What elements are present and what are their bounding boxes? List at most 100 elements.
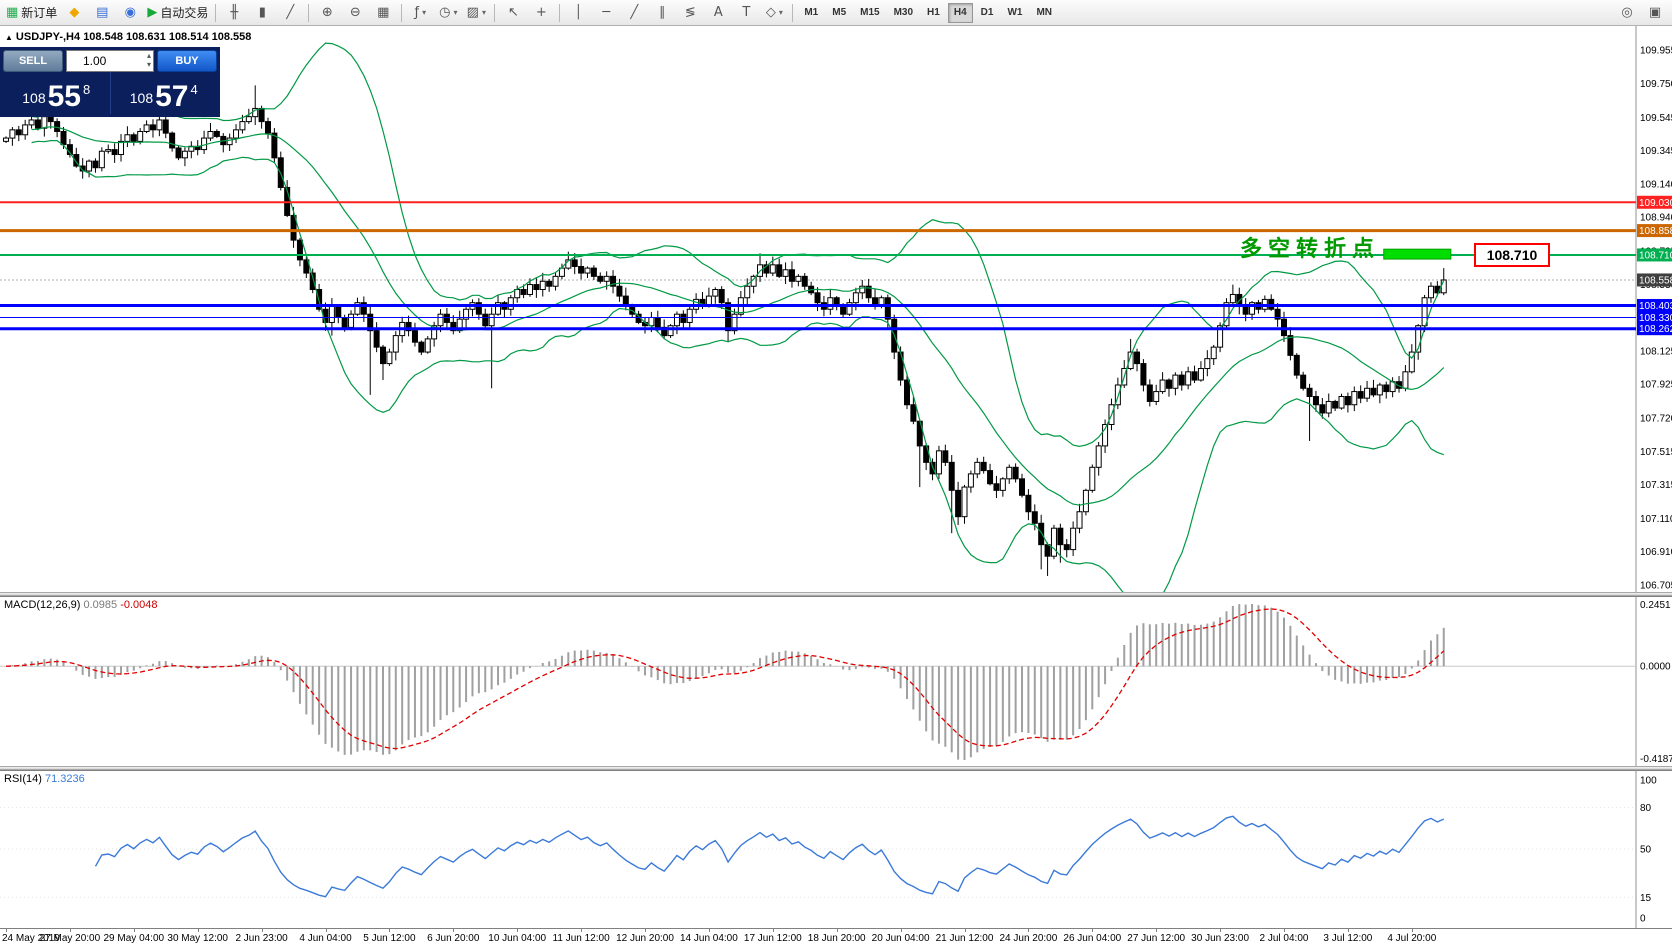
toolbar-separator [792, 3, 794, 22]
macd-chart-canvas[interactable]: 0.2451 0.0000 -0.4187 [0, 596, 1672, 766]
channel-button[interactable]: ∥ [648, 3, 676, 23]
candlestick-chart-button[interactable]: ▮ [248, 3, 276, 23]
toolbar-separator [308, 3, 310, 22]
time-tick [1028, 929, 1030, 932]
volume-input[interactable]: 1.00 ▴ ▾ [66, 50, 154, 72]
timeframe-d1[interactable]: D1 [980, 7, 994, 18]
timeframe-m15[interactable]: M15 [860, 7, 880, 18]
time-tick-label: 3 Jul 12:00 [1323, 933, 1373, 944]
price-callout-108710[interactable]: 108.710 [1474, 243, 1550, 267]
vertical-line-icon: │ [574, 5, 583, 20]
shapes-button[interactable]: ◇ ▾ [760, 3, 788, 23]
price-label-text: 108.330 [1639, 313, 1672, 324]
cursor-button[interactable]: ↖ [499, 3, 527, 23]
fibonacci-button[interactable]: ≶ [676, 3, 704, 23]
data-window-button[interactable]: ◉ [116, 3, 144, 23]
time-tick [645, 929, 646, 932]
timeframe-mn[interactable]: MN [1036, 7, 1052, 18]
time-tick [197, 929, 199, 932]
timeframe-h1[interactable]: H1 [927, 7, 940, 18]
time-tick-label: 2 Jun 23:00 [235, 933, 288, 944]
timeframe-m1[interactable]: M1 [804, 7, 819, 18]
zoom-in-button[interactable]: ⊕ [313, 3, 341, 23]
time-tick [708, 929, 710, 932]
timeframe-m30[interactable]: M30 [893, 7, 914, 18]
text-button[interactable]: A [704, 3, 732, 23]
volume-down-button[interactable]: ▾ [146, 60, 151, 69]
timeframe-m5[interactable]: M5 [832, 7, 847, 18]
volume-value: 1.00 [83, 54, 107, 68]
horizontal-line-button[interactable]: ─ [592, 3, 620, 23]
line-chart-button[interactable]: ╱ [276, 3, 304, 23]
search-button[interactable]: ◎ [1613, 3, 1641, 23]
rsi-axis[interactable]: 100 80 50 15 0 [1640, 776, 1657, 925]
rsi-tick-label: 0 [1640, 914, 1646, 925]
timeframe-h4[interactable]: H4 [947, 2, 973, 23]
new-order-button[interactable]: ▦ 新订单 [3, 3, 60, 23]
green-highlight-box[interactable] [1383, 248, 1452, 260]
rsi-tick-label: 15 [1640, 893, 1652, 904]
rsi-line [94, 815, 1445, 898]
full-screen-button[interactable]: ▣ [1641, 3, 1669, 23]
price-tick-label: 109.345 [1640, 146, 1672, 157]
zoom-out-button[interactable]: ⊖ [341, 3, 369, 23]
full-screen-icon: ▣ [1648, 5, 1662, 20]
time-tick-label: 30 Jun 23:00 [1191, 933, 1250, 944]
price-label-text: 108.858 [1639, 226, 1672, 237]
price-label-text: 108.403 [1639, 301, 1672, 312]
time-tick-label: 18 Jun 20:00 [807, 933, 866, 944]
macd-tick-label: 0.0000 [1640, 662, 1671, 673]
macd-tick-label: 0.2451 [1640, 600, 1671, 611]
chart-profiles-button[interactable]: ◆ [60, 3, 88, 23]
toolbar-separator [494, 3, 496, 22]
time-tick-label: 2 Jul 04:00 [1259, 933, 1309, 944]
rsi-tick-label: 50 [1640, 845, 1652, 856]
turning-point-annotation[interactable]: 多空转折点 [1239, 237, 1380, 262]
time-axis[interactable]: 24 May 2019 27 May 20:00 29 May 04:00 30 Ma… [0, 928, 1672, 947]
rsi-tick-label: 100 [1640, 776, 1657, 787]
macd-axis[interactable]: 0.2451 0.0000 -0.4187 [1640, 600, 1672, 765]
time-tick [900, 929, 902, 932]
toolbar-separator [215, 3, 217, 22]
zoom-out-icon: ⊖ [349, 5, 361, 20]
auto-trading-button[interactable]: ▶ 自动交易 [144, 3, 211, 23]
price-tick-label: 109.545 [1640, 113, 1672, 124]
volume-spinner: ▴ ▾ [147, 51, 151, 69]
vertical-line-button[interactable]: │ [564, 3, 592, 23]
time-tick-label: 30 May 12:00 [167, 933, 228, 944]
rsi-label: RSI(14) 71.3236 [4, 773, 85, 785]
templates-button[interactable]: ▨ ▾ [462, 3, 490, 23]
bollinger-upper-line [31, 42, 1445, 448]
macd-label: MACD(12,26,9) 0.0985 -0.0048 [4, 599, 158, 611]
tile-windows-button[interactable]: ▦ [369, 3, 397, 23]
price-label-text: 108.262 [1639, 324, 1672, 335]
macd-tick-label: -0.4187 [1640, 754, 1672, 765]
price-tick-label: 108.940 [1640, 213, 1672, 224]
sell-button[interactable]: SELL [3, 50, 63, 72]
bar-chart-button[interactable]: ╫ [220, 3, 248, 23]
main-chart-canvas[interactable]: 109.955 109.750 109.545 109.345 109.140 108.9… [0, 26, 1672, 592]
crosshair-button[interactable]: + [527, 3, 555, 23]
cursor-icon: ↖ [507, 5, 519, 20]
time-tick-label: 27 Jun 12:00 [1127, 933, 1186, 944]
buy-price-display[interactable]: 108 57 4 [109, 72, 218, 114]
trendline-button[interactable]: ╱ [620, 3, 648, 23]
pane-splitter[interactable] [0, 592, 1672, 596]
price-tick-label: 108.125 [1640, 347, 1672, 358]
time-tick [261, 929, 263, 932]
time-tick [453, 929, 455, 932]
timeframe-w1[interactable]: W1 [1007, 7, 1023, 18]
ohlc-values: 108.548 108.631 108.514 108.558 [83, 31, 252, 43]
volume-up-button[interactable]: ▴ [146, 51, 151, 60]
market-watch-button[interactable]: ▤ [88, 3, 116, 23]
price-axis[interactable]: 109.955 109.750 109.545 109.345 109.140 108.9… [1637, 46, 1672, 592]
time-tick [1220, 929, 1222, 932]
pane-splitter[interactable] [0, 766, 1672, 770]
periods-button[interactable]: ◷ ▾ [434, 3, 462, 23]
rsi-chart-canvas[interactable]: 100 80 50 15 0 [0, 770, 1672, 928]
rsi-tick-label: 80 [1640, 803, 1652, 814]
buy-button[interactable]: BUY [157, 50, 217, 72]
text-label-button[interactable]: T [732, 3, 760, 23]
sell-price-display[interactable]: 108 55 8 [22, 80, 91, 113]
indicators-button[interactable]: ƒ ▾ [406, 3, 434, 23]
